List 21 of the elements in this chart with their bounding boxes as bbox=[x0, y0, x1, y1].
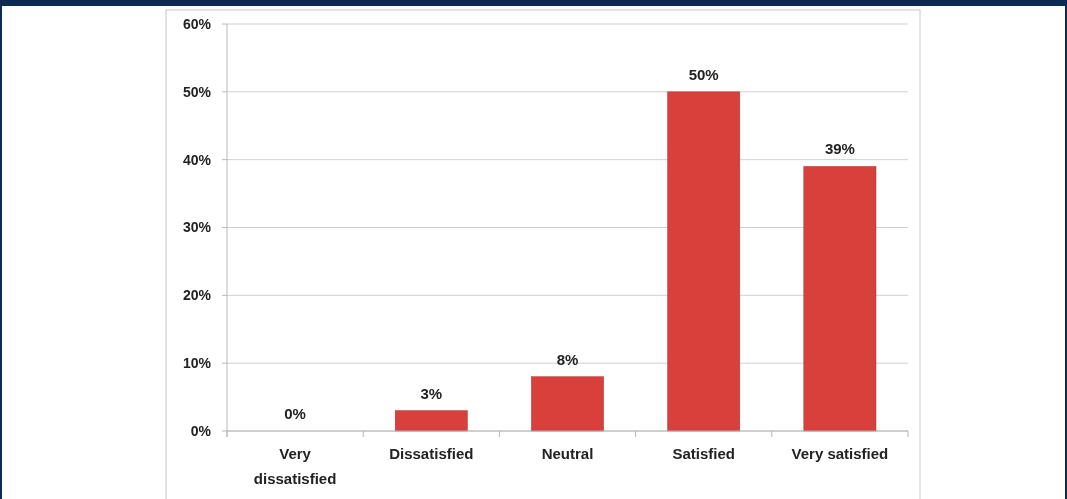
data-label: 39% bbox=[824, 140, 855, 158]
x-tick-label: Satisfied bbox=[672, 445, 735, 462]
bar bbox=[394, 410, 468, 432]
y-tick-label: 10% bbox=[182, 355, 212, 372]
x-tick-label: Neutral bbox=[541, 445, 594, 462]
y-tick-label: 0% bbox=[190, 422, 212, 439]
bar bbox=[667, 91, 741, 432]
x-tick-label: Very dissatisfied bbox=[253, 445, 337, 487]
bar bbox=[803, 166, 877, 432]
x-tick-label: Dissatisfied bbox=[389, 445, 474, 462]
y-tick-label: 40% bbox=[182, 151, 212, 168]
y-tick-label: 50% bbox=[182, 83, 212, 100]
data-label: 3% bbox=[420, 384, 443, 402]
data-label: 0% bbox=[284, 405, 306, 422]
y-tick-label: 20% bbox=[182, 287, 212, 304]
x-tick-label: Very satisfied bbox=[791, 445, 889, 462]
y-tick-label: 30% bbox=[182, 219, 212, 236]
bar bbox=[531, 376, 604, 432]
data-label: 8% bbox=[556, 350, 579, 368]
data-label: 50% bbox=[688, 65, 719, 83]
y-tick-label: 60% bbox=[182, 15, 212, 32]
